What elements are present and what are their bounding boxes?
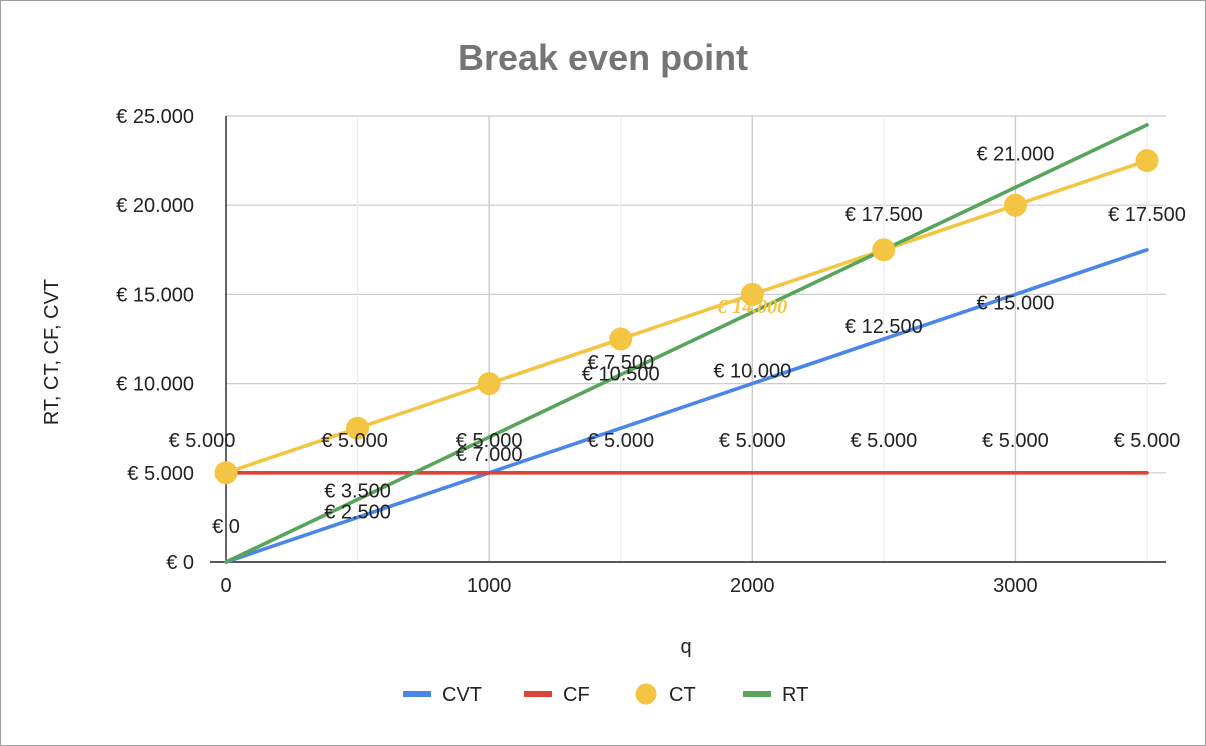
ct-point bbox=[609, 327, 633, 351]
legend-swatch-cvt bbox=[403, 691, 431, 697]
data-label-rt: € 7.000 bbox=[456, 444, 523, 466]
data-label-cf: € 5.000 bbox=[456, 430, 523, 452]
data-label-cf: € 5.000 bbox=[1114, 430, 1181, 452]
series-line-cvt bbox=[224, 248, 1149, 564]
y-tick-label: € 20.000 bbox=[116, 195, 194, 217]
ct-point bbox=[1003, 193, 1027, 217]
legend: CVT CF CT RT bbox=[403, 683, 808, 706]
data-label-cf: € 5.000 bbox=[321, 430, 388, 452]
y-tick-label: € 15.000 bbox=[116, 284, 194, 306]
legend-swatch-cf bbox=[524, 691, 552, 697]
data-label-cf: € 5.000 bbox=[587, 430, 654, 452]
y-tick-label: € 25.000 bbox=[116, 106, 194, 128]
series-line-ct bbox=[224, 158, 1149, 475]
legend-label-rt: RT bbox=[782, 684, 808, 706]
legend-label-ct: CT bbox=[669, 684, 696, 706]
data-label-rt: € 21.000 bbox=[976, 143, 1054, 165]
data-label-cf: € 5.000 bbox=[850, 430, 917, 452]
x-tick-label: 3000 bbox=[993, 575, 1038, 597]
data-label-cvt: € 12.500 bbox=[845, 316, 923, 338]
ct-point bbox=[740, 282, 764, 306]
ct-point bbox=[872, 238, 896, 262]
data-label-cvt: € 17.500 bbox=[1108, 204, 1186, 226]
data-label-cf: € 5.000 bbox=[169, 430, 236, 452]
data-label-rt: € 3.500 bbox=[324, 481, 391, 503]
data-label-rt: € 17.500 bbox=[845, 204, 923, 226]
y-tick-label: € 0 bbox=[166, 552, 194, 574]
ct-point bbox=[214, 461, 238, 485]
legend-label-cf: CF bbox=[563, 684, 590, 706]
ct-point bbox=[346, 416, 370, 440]
x-tick-label: 0 bbox=[220, 575, 231, 597]
data-label-cvt: € 15.000 bbox=[976, 292, 1054, 314]
ct-point bbox=[1135, 149, 1159, 173]
x-tick-label: 1000 bbox=[467, 575, 512, 597]
ct-point bbox=[477, 372, 501, 396]
ct-markers bbox=[214, 149, 1159, 485]
legend-swatch-rt bbox=[743, 691, 771, 697]
data-label-cvt: € 2.500 bbox=[324, 501, 391, 523]
data-label-cvt: € 10.000 bbox=[713, 361, 791, 383]
series-lines bbox=[224, 123, 1149, 564]
data-labels: € 5.000 € 5.000 € 5.000 € 5.000 € 5.000 € 5.0… bbox=[169, 143, 1186, 538]
data-label-rt: € 10.500 bbox=[582, 364, 660, 386]
data-label-rt: € 14.000 bbox=[716, 296, 787, 318]
chart-title: Break even point bbox=[458, 37, 748, 78]
axes: € 0 € 5.000 € 10.000 € 15.000 € 20.000 € 25.0… bbox=[116, 106, 1166, 597]
y-tick-label: € 10.000 bbox=[116, 374, 194, 396]
legend-swatch-ct bbox=[635, 683, 657, 705]
data-label-cf: € 5.000 bbox=[982, 430, 1049, 452]
series-line-rt bbox=[224, 123, 1149, 564]
y-axis-title: RT, CT, CF, CVT bbox=[41, 279, 63, 425]
data-label-rt: € 0 bbox=[212, 516, 240, 538]
x-axis-title: q bbox=[680, 636, 691, 658]
legend-label-cvt: CVT bbox=[442, 684, 482, 706]
y-tick-label: € 5.000 bbox=[127, 463, 194, 485]
data-label-cf: € 5.000 bbox=[719, 430, 786, 452]
data-label-cvt: € 7.500 bbox=[587, 352, 654, 374]
x-tick-label: 2000 bbox=[730, 575, 775, 597]
